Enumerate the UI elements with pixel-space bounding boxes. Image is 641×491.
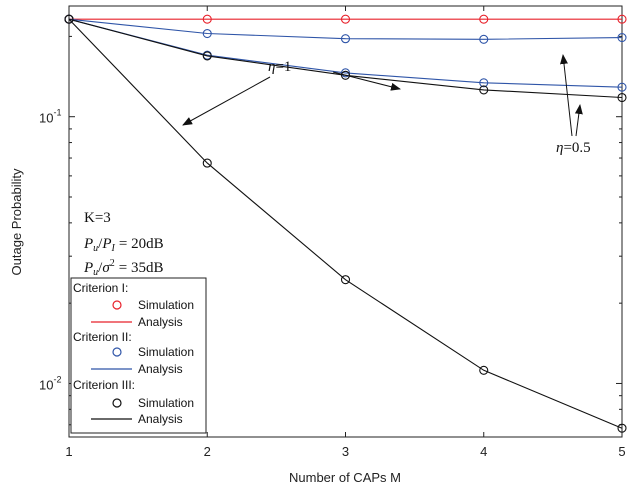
series-point-criterion3-eta-1-0 (64, 14, 74, 24)
eta-05-label: η=0.5 (556, 140, 591, 156)
legend-title-criterion3: Criterion III: (73, 378, 135, 392)
x-tick-label-0: 1 (65, 444, 72, 459)
series-point-criterion3-eta-1-1 (202, 158, 212, 168)
legend-marker-criterion3 (112, 398, 122, 408)
legend-title-criterion1: Criterion I: (73, 281, 128, 295)
series-point-criterion3-eta-0.5-4 (617, 92, 627, 103)
legend-marker-criterion2 (112, 347, 122, 357)
series-markers (64, 14, 627, 433)
legend-sim-criterion3: Simulation (138, 396, 194, 410)
series-point-criterion2-eta-1-3 (479, 78, 489, 88)
eta-1-label: η=1 (268, 59, 291, 75)
series-point-criterion1-eta-1-3 (479, 14, 489, 24)
eta-05-arrow-right (574, 104, 583, 137)
series-point-criterion2-eta-0.5-3 (479, 34, 489, 44)
legend-ana-criterion1: Analysis (138, 315, 183, 329)
series-line-criterion3-eta-1 (68, 18, 623, 429)
x-tick-label-4: 5 (618, 444, 625, 459)
series-point-criterion3-eta-0.5-1 (202, 51, 212, 61)
series-point-criterion3-eta-0.5-2 (340, 70, 351, 80)
y-tick-label-1: 10-2 (39, 374, 61, 392)
pu-sigma-ratio: Pu/σ2 = 35dB (83, 258, 163, 278)
series-point-criterion3-eta-0.5-3 (479, 85, 489, 95)
series-line-criterion3-eta-0.5 (68, 18, 623, 99)
legend: Criterion I: Simulation Analysis Criteri… (70, 277, 207, 434)
x-axis-label: Number of CAPs M (289, 470, 401, 485)
series-lines (68, 18, 623, 429)
k-parameter: K=3 (84, 210, 111, 226)
eta-1-arrow-right (332, 71, 401, 91)
legend-sim-criterion2: Simulation (138, 345, 194, 359)
legend-title-criterion2: Criterion II: (73, 330, 132, 344)
legend-sim-criterion1: Simulation (138, 298, 194, 312)
legend-ana-criterion2: Analysis (138, 362, 183, 376)
x-tick-label-1: 2 (204, 444, 211, 459)
series-point-criterion2-eta-0.5-2 (340, 34, 351, 44)
legend-ana-criterion3: Analysis (138, 412, 183, 426)
eta-1-annotation: η=1 (182, 59, 401, 126)
pu-pi-ratio: Pu/PI = 20dB (83, 236, 164, 254)
series-point-criterion1-eta-1-1 (202, 14, 212, 24)
y-axis-label: Outage Probability (9, 168, 24, 275)
eta-05-arrow-up (560, 54, 573, 137)
x-tick-label-2: 3 (342, 444, 349, 459)
series-point-criterion2-eta-0.5-1 (202, 28, 212, 39)
series-point-criterion3-eta-1-2 (340, 275, 351, 285)
series-point-criterion3-eta-1-4 (617, 423, 627, 433)
series-point-criterion2-eta-1-4 (617, 82, 627, 92)
series-point-criterion1-eta-1-2 (340, 14, 351, 24)
eta-05-annotation: η=0.5 (556, 54, 591, 156)
x-tick-label-3: 4 (480, 444, 487, 459)
legend-box (70, 277, 207, 434)
eta-1-arrow-left (182, 76, 271, 126)
legend-marker-criterion1 (112, 300, 122, 310)
series-point-criterion1-eta-1-4 (617, 14, 627, 24)
series-point-criterion3-eta-1-3 (479, 365, 489, 375)
series-point-criterion2-eta-1-2 (340, 68, 351, 78)
parameter-annotation: K=3 Pu/PI = 20dB Pu/σ2 = 35dB (83, 210, 164, 278)
series-line-criterion2-eta-0.5 (68, 18, 623, 40)
y-tick-label-0: 10-1 (39, 108, 61, 126)
series-point-criterion2-eta-0.5-4 (617, 33, 627, 43)
